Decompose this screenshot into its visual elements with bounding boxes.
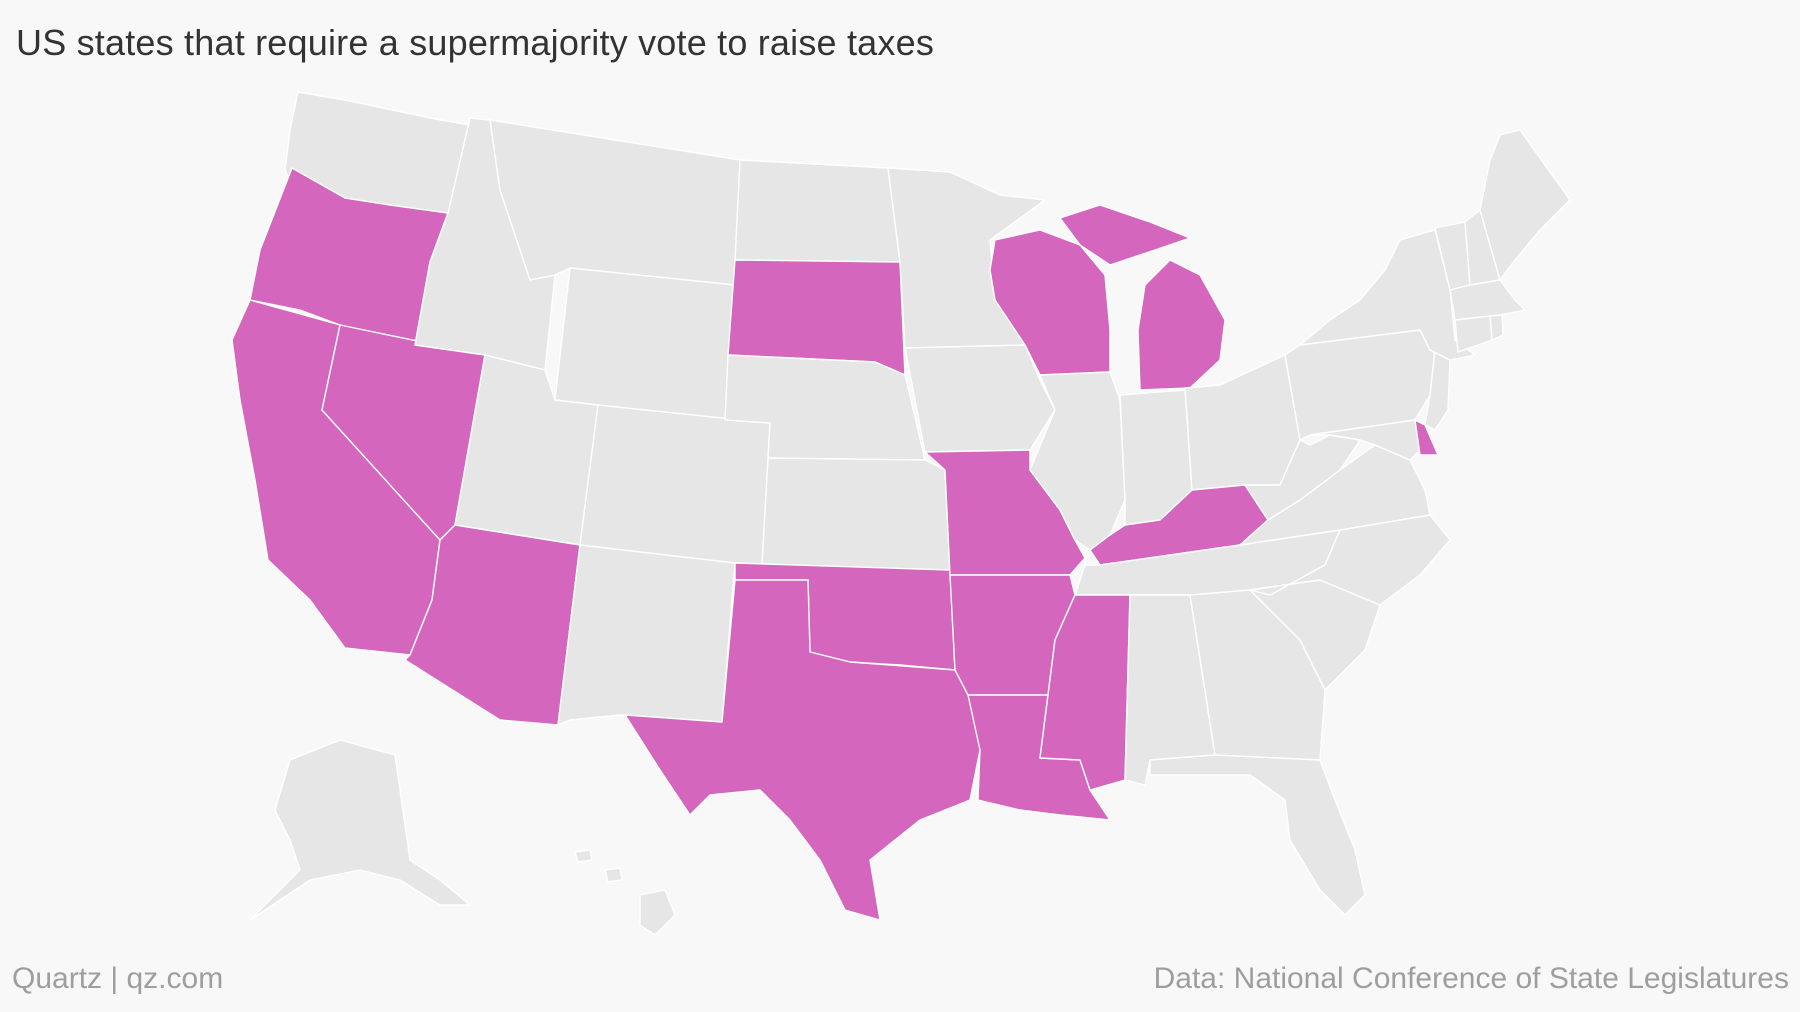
state-alaska[interactable] (249, 739, 471, 921)
state-connecticut[interactable] (1454, 315, 1493, 353)
chart-title: US states that require a supermajority v… (16, 22, 935, 63)
state-north-carolina[interactable] (1249, 514, 1451, 606)
state-michigan[interactable] (1059, 204, 1226, 391)
state-north-dakota[interactable] (734, 159, 901, 263)
footer-credit: Quartz | qz.com (12, 962, 224, 995)
state-wyoming[interactable] (554, 267, 736, 421)
state-delaware[interactable] (1414, 419, 1439, 456)
state-maine[interactable] (1479, 129, 1571, 281)
state-new-mexico[interactable] (557, 544, 736, 726)
footer-source: Data: National Conference of State Legis… (1153, 962, 1789, 995)
state-new-jersey[interactable] (1424, 349, 1451, 431)
state-missouri[interactable] (924, 449, 1086, 576)
state-colorado[interactable] (579, 404, 771, 571)
state-florida[interactable] (1149, 754, 1366, 916)
state-hawaii[interactable] (574, 849, 676, 936)
state-kansas[interactable] (761, 457, 951, 571)
state-texas[interactable] (624, 579, 981, 921)
state-rhode-island[interactable] (1489, 314, 1504, 341)
state-montana[interactable] (489, 119, 741, 286)
